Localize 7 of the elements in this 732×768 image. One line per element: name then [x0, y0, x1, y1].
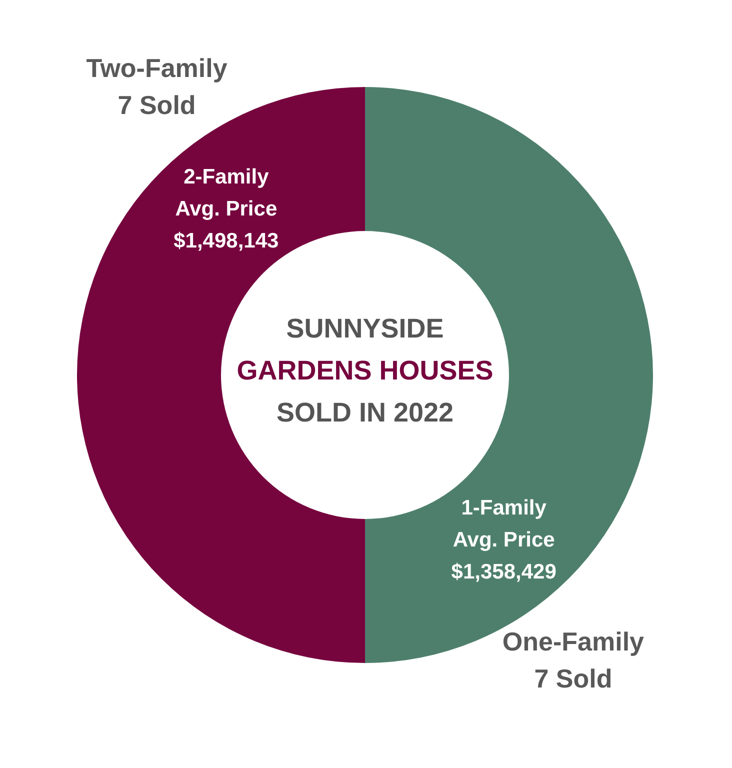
slice-label: One-Family [502, 626, 645, 656]
text: 2-Family Avg. Price $1,498,143 [174, 165, 279, 252]
slice-label: Two-Family [86, 53, 228, 84]
text: SUNNYSIDE GARDENS HOUSES SOLD IN 2022 [236, 313, 494, 428]
data-label: 7 Sold [534, 663, 612, 694]
data-label: 7 Sold [118, 90, 196, 120]
text: 1-Family Avg. Price $1,358,429 [451, 496, 556, 584]
